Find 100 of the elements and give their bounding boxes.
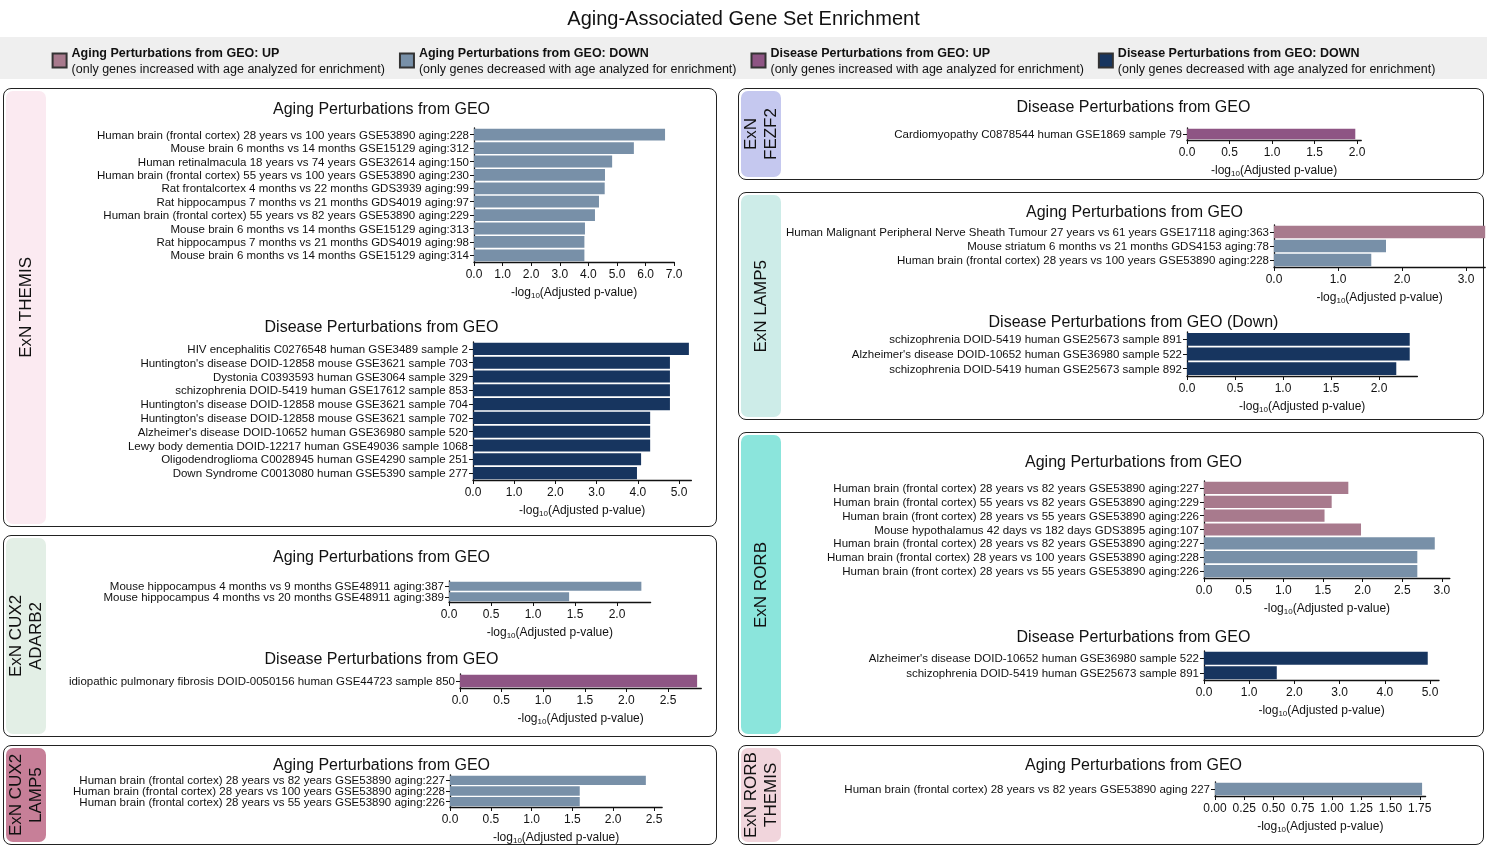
y-tick-label: Oligodendroglioma C0028945 human GSE4290 sample 251: [161, 453, 468, 466]
x-tick-label: 0.0: [1178, 381, 1196, 395]
y-tick-label: Alzheimer's disease DOID-10652 human GSE36980 sample 522: [868, 652, 1199, 665]
text: ExN LAMP5: [751, 259, 771, 353]
x-tick-label: 5.0: [608, 267, 626, 281]
y-tick-label: Human brain (front cortex) 28 years vs 55 years GSE53890 aging:226: [842, 565, 1199, 578]
x-tick-label: 3.0: [1457, 272, 1475, 286]
y-tick-label: Rat frontalcortex 4 months vs 22 months GDS3939 aging:99: [161, 182, 469, 195]
x-tick-label: 4.0: [629, 485, 647, 499]
x-tick-label: 2.0: [618, 693, 636, 707]
x-tick-label: 0.5: [482, 812, 500, 826]
y-tick-label: Human brain (frontal cortex) 55 years vs 100 years GSE53890 aging:230: [96, 168, 469, 181]
x-tick-label: 1.0: [1329, 272, 1347, 286]
x-tick-label: 1.5: [576, 693, 594, 707]
x-tick-label: 6.0: [637, 267, 655, 281]
y-tick-label: Human brain (frontal cortex) 55 years vs 82 years GSE53890 aging:229: [103, 209, 469, 222]
x-tick-label: 0.0: [1195, 583, 1213, 597]
x-tick-label: 0.0: [451, 693, 469, 707]
y-tick-label: Human retinalmacula 18 years vs 74 years GSE32614 aging:150: [137, 155, 469, 168]
x-tick-label: 4.0: [1376, 685, 1394, 699]
x-tick-label: 5.0: [1421, 685, 1439, 699]
y-tick-label: schizophrenia DOID-5419 human GSE25673 sample 891: [906, 666, 1199, 679]
x-tick-label: 0.50: [1261, 801, 1286, 815]
y-tick-label: Huntington's disease DOID-12858 mouse GSE3621 sample 704: [140, 398, 469, 411]
x-tick-label: 1.0: [1240, 685, 1258, 699]
x-tick-label: 2.0: [1348, 145, 1366, 159]
y-tick-label: Human brain (frontal cortex) 28 years vs 100 years GSE53890 aging:228: [896, 254, 1269, 266]
x-tick-label: 0.5: [482, 607, 500, 621]
x-tick-label: 1.5: [566, 607, 584, 621]
x-tick-label: 1.00: [1320, 801, 1344, 815]
x-tick-label: 0.75: [1291, 801, 1315, 815]
bar: [1274, 225, 1486, 239]
y-tick-label: Mouse brain 6 months vs 14 months GSE15129 aging:314: [170, 249, 470, 262]
x-tick-label: 0.0: [1195, 685, 1213, 699]
y-tick-label: Mouse hypothalamus 42 days vs 182 days GDS3895 aging:107: [874, 523, 1199, 536]
x-tick-label: 2.0: [547, 485, 565, 499]
bar: [1274, 253, 1372, 267]
y-tick-label: Mouse striatum 6 months vs 21 months GDS4153 aging:78: [967, 240, 1269, 252]
x-tick-label: 0.0: [465, 267, 483, 281]
x-tick-label: 1.5: [564, 812, 582, 826]
x-tick-label: 1.0: [494, 267, 512, 281]
y-tick-label: Mouse brain 6 months vs 14 months GSE15129 aging:313: [170, 222, 469, 235]
text: ExN THEMIS: [16, 257, 36, 358]
chart-title: Disease Perturbations from GEO: [1016, 97, 1251, 115]
chart-title: Disease Perturbations from GEO: [264, 649, 499, 667]
x-tick-label: 2.0: [1354, 583, 1372, 597]
x-tick-label: 2.0: [1286, 685, 1304, 699]
x-tick-label: 2.5: [1393, 583, 1411, 597]
y-tick-label: Rat hippocampus 7 months vs 21 months GDS4019 aging:98: [156, 235, 469, 248]
y-tick-label: Human brain (frontal cortex) 28 years vs 100 years GSE53890 aging:228: [826, 551, 1199, 564]
x-tick-label: 1.0: [1274, 381, 1292, 395]
y-tick-label: Human brain (frontal cortex) 28 years vs 82 years GSE53890 aging:227: [79, 774, 445, 787]
y-tick-label: Lewy body dementia DOID-12217 human GSE49036 sample 1068: [127, 439, 468, 452]
y-tick-label: Huntington's disease DOID-12858 mouse GSE3621 sample 702: [140, 411, 468, 424]
x-tick-label: 2.5: [659, 693, 677, 707]
legend-label: Aging Perturbations from GEO: DOWN (only genes decreased with age analyzed for enrichment): [418, 45, 737, 76]
x-tick-label: 2.0: [604, 812, 622, 826]
x-tick-label: 1.0: [1274, 583, 1292, 597]
x-tick-label: 2.5: [645, 812, 663, 826]
x-tick-label: 1.75: [1408, 801, 1432, 815]
text: ExN CUX2 ADARB2: [6, 593, 46, 680]
x-tick-label: 3.0: [1433, 583, 1451, 597]
bar: [474, 222, 585, 235]
bar: [1204, 495, 1332, 508]
y-tick-label: Human Malignant Peripheral Nerve Sheath Tumour 27 years vs 61 years GSE17118 aging:363: [785, 226, 1269, 238]
legend-label: Disease Perturbations from GEO: DOWN (only genes decreased with age analyzed for enrichment): [1117, 45, 1436, 76]
bar: [473, 342, 689, 355]
y-tick-label: Alzheimer's disease DOID-10652 human GSE36980 sample 522: [851, 348, 1182, 360]
x-tick-label: 1.5: [1322, 381, 1340, 395]
y-tick-label: Human brain (frontal cortex) 28 years vs 100 years GSE53890 aging:228: [72, 785, 445, 797]
x-tick-label: 1.0: [534, 693, 552, 707]
y-tick-label: Down Syndrome C0013080 human GSE5390 sample 277: [172, 467, 468, 480]
x-tick-label: 1.5: [1314, 583, 1332, 597]
y-tick-label: Human brain (frontal cortex) 28 years vs 82 years GSE53890 aging:227: [833, 537, 1199, 550]
y-tick-label: Cardiomyopathy C0878544 human GSE1869 sample 79: [894, 128, 1182, 140]
x-tick-label: 0.25: [1232, 801, 1257, 815]
x-tick-label: 1.50: [1378, 801, 1403, 815]
chart-title: Aging Perturbations from GEO: [273, 547, 490, 565]
y-tick-label: schizophrenia DOID-5419 human GSE17612 sample 853: [175, 384, 468, 397]
y-tick-label: schizophrenia DOID-5419 human GSE25673 sample 892: [889, 362, 1182, 375]
text: Aging-Associated Gene Set Enrichment: [567, 7, 921, 29]
y-tick-label: Human brain (frontal cortex) 28 years vs 82 years GSE53890 aging:227: [833, 481, 1199, 494]
x-tick-label: 2.0: [608, 607, 626, 621]
chart-title: Disease Perturbations from GEO: [264, 317, 499, 335]
x-tick-label: 0.0: [1265, 272, 1283, 286]
x-tick-label: 1.5: [1306, 145, 1324, 159]
chart-title: Disease Perturbations from GEO (Down): [988, 312, 1279, 330]
bar: [473, 398, 670, 411]
x-tick-label: 0.5: [1235, 583, 1253, 597]
x-tick-label: 2.0: [522, 267, 540, 281]
x-tick-label: 2.0: [1370, 381, 1388, 395]
y-tick-label: Huntington's disease DOID-12858 mouse GSE3621 sample 703: [140, 356, 468, 369]
x-tick-label: 0.5: [1221, 145, 1239, 159]
bar: [1204, 537, 1435, 550]
y-tick-label: Alzheimer's disease DOID-10652 human GSE36980 sample 520: [137, 425, 468, 438]
legend-label: Aging Perturbations from GEO: UP (only genes increased with age analyzed for enrichment): [71, 45, 385, 76]
bar: [1204, 481, 1349, 495]
bar: [1204, 564, 1418, 578]
legend-label: Disease Perturbations from GEO: UP (only genes increased with age analyzed for enrichment): [770, 45, 1084, 76]
x-tick-label: 4.0: [580, 267, 598, 281]
